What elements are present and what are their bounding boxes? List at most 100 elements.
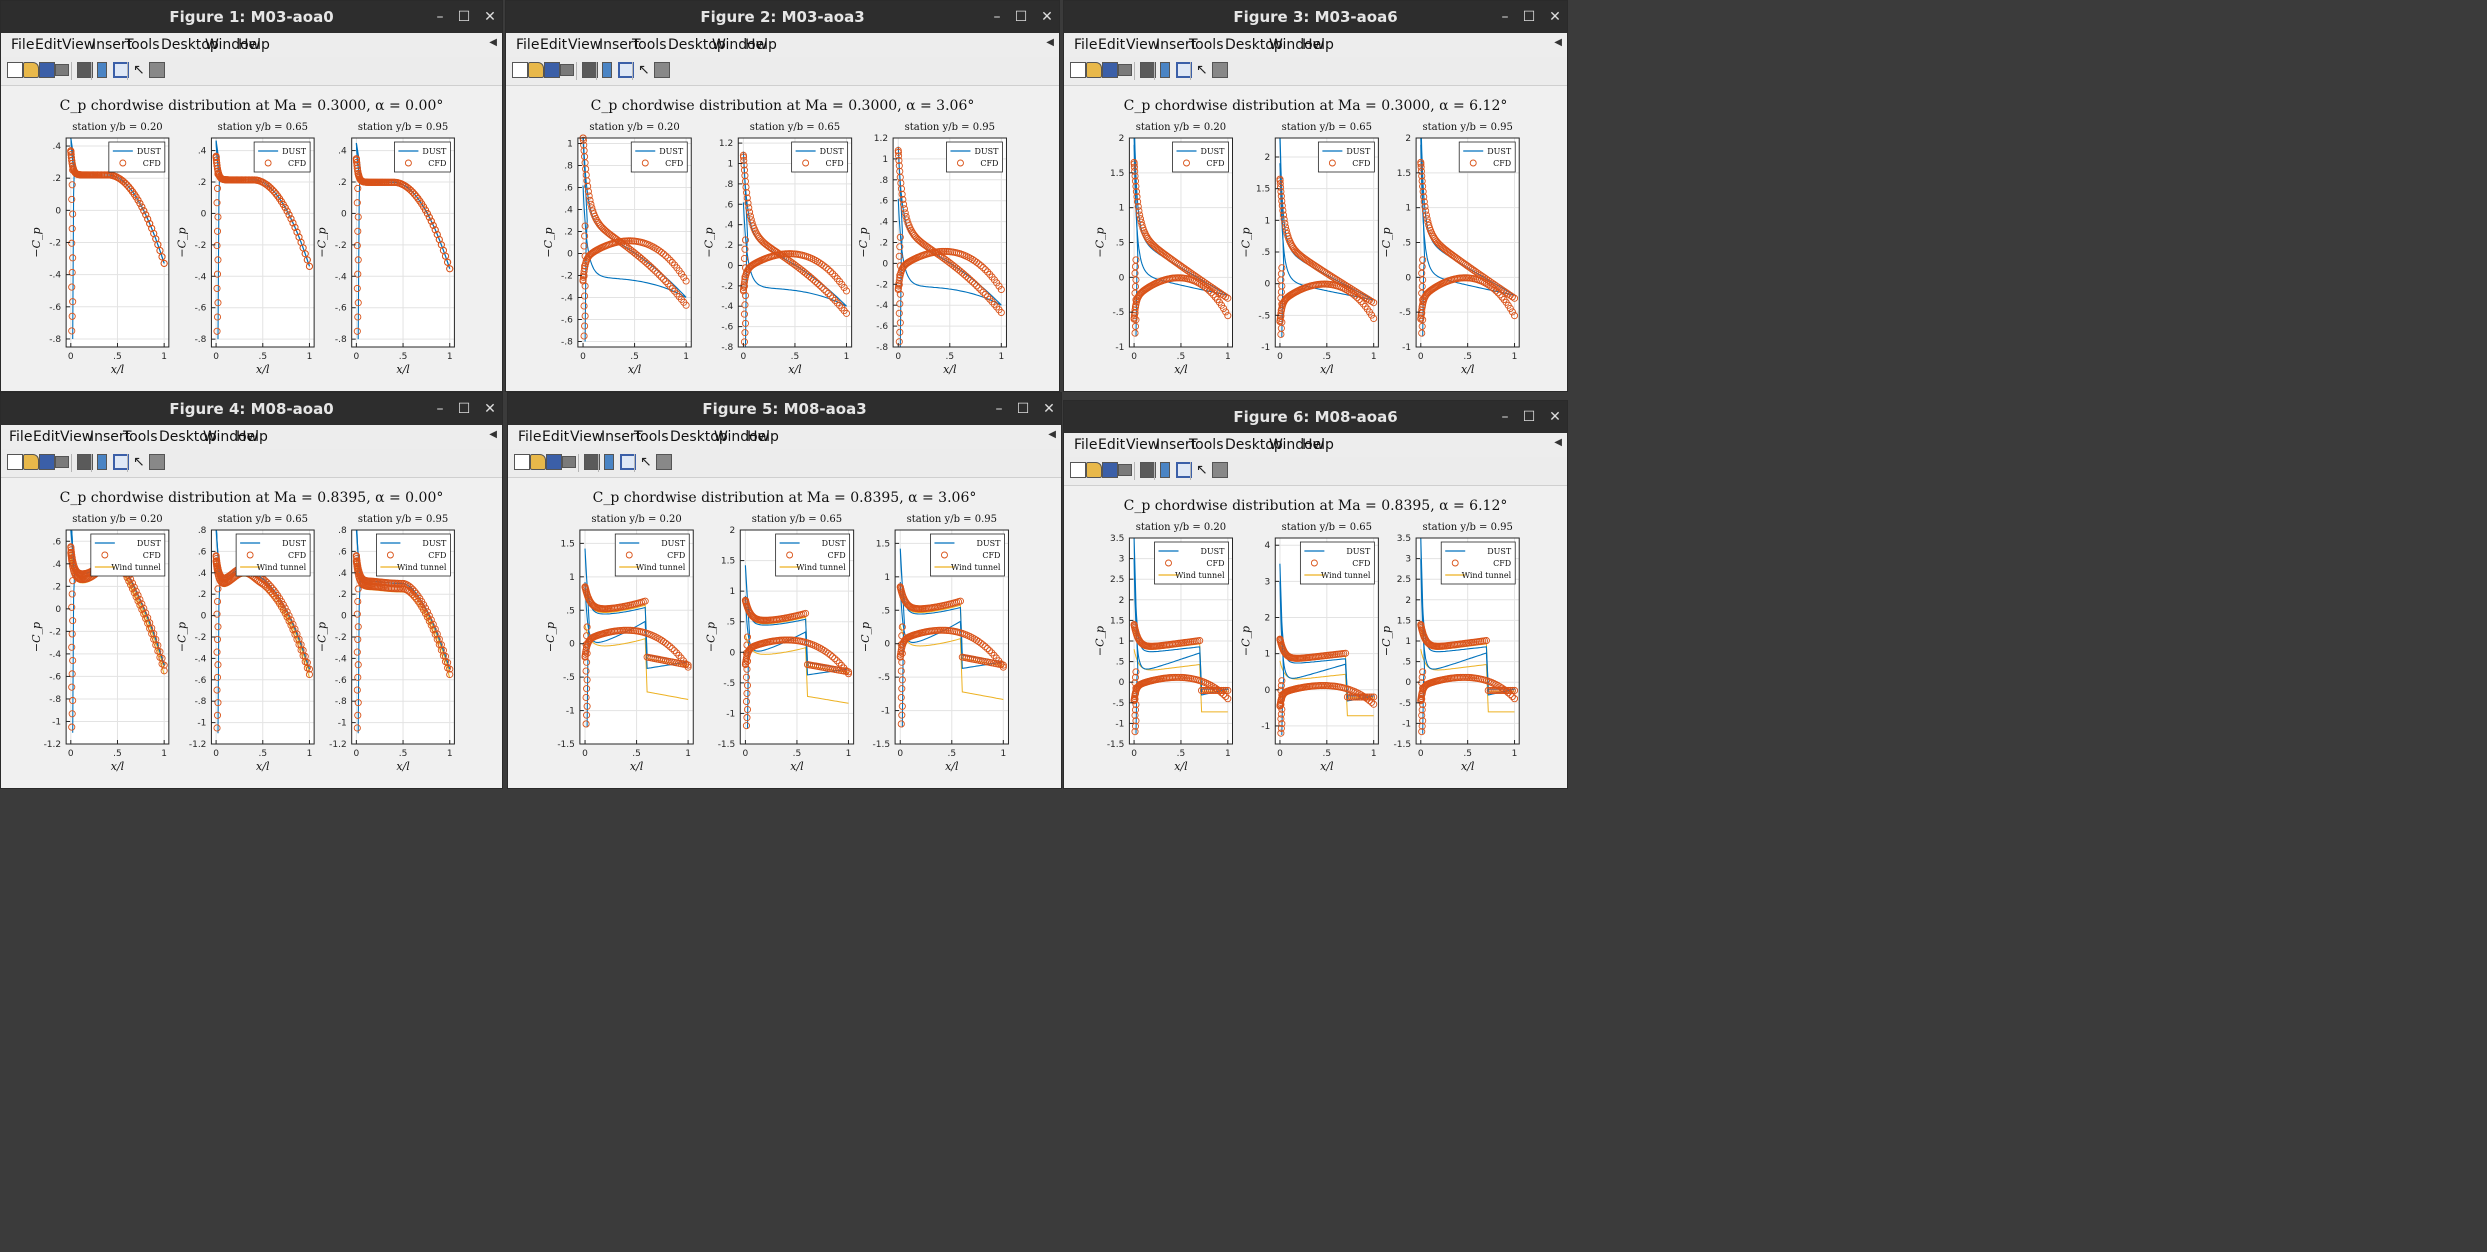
minimize-button[interactable]: – (1501, 9, 1509, 25)
menu-insert[interactable]: Insert (1156, 37, 1197, 53)
window-titlebar[interactable]: Figure 1: M03-aoa0 – ☐ ✕ (1, 1, 502, 33)
menu-insert[interactable]: Insert (1156, 437, 1197, 453)
colorbar-icon[interactable] (1160, 462, 1170, 478)
legend[interactable]: DUST CFD Wind tunnel (90, 533, 166, 577)
menu-edit[interactable]: Edit (1098, 37, 1126, 53)
pointer-icon[interactable]: ↖ (638, 62, 650, 78)
menu-tools[interactable]: Tools (632, 37, 667, 53)
menu-overflow-arrow-icon[interactable]: ◀ (1554, 437, 1562, 448)
legend-icon[interactable] (113, 62, 129, 78)
legend[interactable]: DUST CFD (791, 141, 849, 173)
colorbar-icon[interactable] (97, 454, 107, 470)
minimize-button[interactable]: – (995, 401, 1003, 417)
pointer-icon[interactable]: ↖ (133, 454, 145, 470)
pointer-icon[interactable]: ↖ (1196, 462, 1208, 478)
legend[interactable]: DUST CFD (108, 141, 166, 173)
figure-window-3[interactable]: Figure 3: M03-aoa6 – ☐ ✕ File Edit View Insert T… (1063, 0, 1568, 392)
legend[interactable]: DUST CFD (946, 141, 1003, 173)
maximize-button[interactable]: ☐ (1522, 409, 1536, 425)
menu-help[interactable]: Help (238, 37, 270, 53)
open-file-icon[interactable] (23, 454, 39, 470)
maximize-button[interactable]: ☐ (457, 401, 471, 417)
colorbar-icon[interactable] (97, 62, 107, 78)
save-icon[interactable] (546, 454, 562, 470)
open-file-icon[interactable] (528, 62, 544, 78)
print-preview-icon[interactable] (1140, 462, 1156, 478)
save-icon[interactable] (39, 454, 55, 470)
menu-overflow-arrow-icon[interactable]: ◀ (1048, 429, 1056, 440)
menu-overflow-arrow-icon[interactable]: ◀ (1554, 37, 1562, 48)
figure-window-2[interactable]: Figure 2: M03-aoa3 – ☐ ✕ File Edit View Insert T… (505, 0, 1060, 392)
save-icon[interactable] (39, 62, 55, 78)
menu-view[interactable]: View (1126, 37, 1160, 53)
print-icon[interactable] (55, 456, 69, 468)
menu-view[interactable]: View (570, 429, 604, 445)
print-icon[interactable] (560, 64, 574, 76)
menu-file[interactable]: File (9, 429, 33, 445)
menu-file[interactable]: File (516, 37, 540, 53)
menu-insert[interactable]: Insert (599, 37, 640, 53)
menu-tools[interactable]: Tools (123, 429, 158, 445)
menu-edit[interactable]: Edit (540, 37, 568, 53)
menu-help[interactable]: Help (747, 429, 779, 445)
open-file-icon[interactable] (530, 454, 546, 470)
minimize-button[interactable]: – (993, 9, 1001, 25)
menu-window[interactable]: Window (1269, 37, 1325, 53)
window-titlebar[interactable]: Figure 2: M03-aoa3 – ☐ ✕ (506, 1, 1059, 33)
menu-edit[interactable]: Edit (35, 37, 63, 53)
legend[interactable]: DUST CFD Wind tunnel (930, 533, 1005, 577)
menu-desktop[interactable]: Desktop (668, 37, 726, 53)
legend[interactable]: DUST CFD (1172, 141, 1229, 173)
menu-window[interactable]: Window (1269, 437, 1325, 453)
colorbar-icon[interactable] (1160, 62, 1170, 78)
save-icon[interactable] (544, 62, 560, 78)
menu-file[interactable]: File (1074, 37, 1098, 53)
menu-file[interactable]: File (11, 37, 35, 53)
window-titlebar[interactable]: Figure 4: M08-aoa0 – ☐ ✕ (1, 393, 502, 425)
pointer-icon[interactable]: ↖ (133, 62, 145, 78)
legend-icon[interactable] (620, 454, 636, 470)
menu-insert[interactable]: Insert (90, 429, 131, 445)
new-figure-icon[interactable] (1070, 62, 1086, 78)
maximize-button[interactable]: ☐ (1014, 9, 1028, 25)
property-editor-icon[interactable] (656, 454, 672, 470)
menu-view[interactable]: View (568, 37, 602, 53)
menu-edit[interactable]: Edit (542, 429, 570, 445)
print-preview-icon[interactable] (77, 454, 93, 470)
legend-icon[interactable] (1176, 62, 1192, 78)
property-editor-icon[interactable] (1212, 462, 1228, 478)
menu-desktop[interactable]: Desktop (159, 429, 217, 445)
menu-tools[interactable]: Tools (1189, 437, 1224, 453)
close-button[interactable]: ✕ (1041, 9, 1053, 25)
menu-tools[interactable]: Tools (634, 429, 669, 445)
window-titlebar[interactable]: Figure 3: M03-aoa6 – ☐ ✕ (1064, 1, 1567, 33)
menu-overflow-arrow-icon[interactable]: ◀ (489, 429, 497, 440)
print-icon[interactable] (1118, 464, 1132, 476)
menu-help[interactable]: Help (745, 37, 777, 53)
close-button[interactable]: ✕ (484, 9, 496, 25)
menu-edit[interactable]: Edit (33, 429, 61, 445)
minimize-button[interactable]: – (1501, 409, 1509, 425)
property-editor-icon[interactable] (149, 454, 165, 470)
open-file-icon[interactable] (1086, 62, 1102, 78)
menu-file[interactable]: File (1074, 437, 1098, 453)
legend[interactable]: DUST CFD (253, 141, 311, 173)
legend[interactable]: DUST CFD (1458, 141, 1516, 173)
print-preview-icon[interactable] (77, 62, 93, 78)
menu-view[interactable]: View (1126, 437, 1160, 453)
pointer-icon[interactable]: ↖ (1196, 62, 1208, 78)
close-button[interactable]: ✕ (1043, 401, 1055, 417)
menu-overflow-arrow-icon[interactable]: ◀ (489, 37, 497, 48)
figure-window-4[interactable]: Figure 4: M08-aoa0 – ☐ ✕ File Edit View Insert T… (0, 392, 503, 789)
save-icon[interactable] (1102, 462, 1118, 478)
legend[interactable]: DUST CFD Wind tunnel (235, 533, 311, 577)
menu-edit[interactable]: Edit (1098, 437, 1126, 453)
new-figure-icon[interactable] (7, 454, 23, 470)
maximize-button[interactable]: ☐ (457, 9, 471, 25)
menu-window[interactable]: Window (712, 37, 768, 53)
menu-desktop[interactable]: Desktop (1225, 37, 1283, 53)
print-icon[interactable] (55, 64, 69, 76)
figure-window-5[interactable]: Figure 5: M08-aoa3 – ☐ ✕ File Edit View Insert T… (507, 392, 1062, 789)
print-icon[interactable] (1118, 64, 1132, 76)
legend[interactable]: DUST CFD Wind tunnel (775, 533, 851, 577)
